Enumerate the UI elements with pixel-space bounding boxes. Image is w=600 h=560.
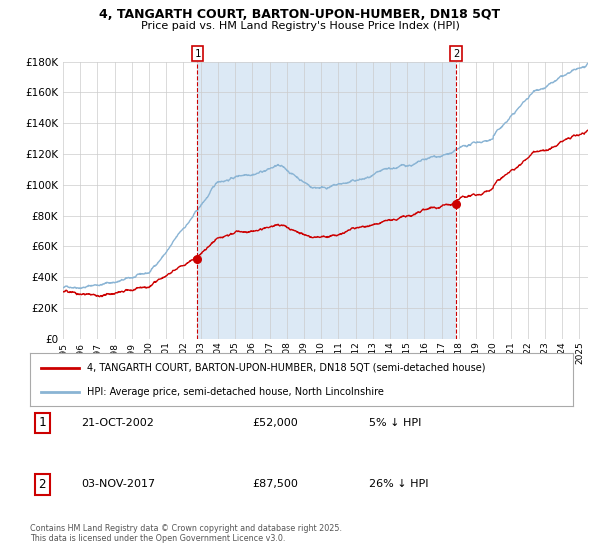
Text: 2: 2 [453, 49, 459, 59]
Text: Contains HM Land Registry data © Crown copyright and database right 2025.
This d: Contains HM Land Registry data © Crown c… [30, 524, 342, 543]
Text: Price paid vs. HM Land Registry's House Price Index (HPI): Price paid vs. HM Land Registry's House … [140, 21, 460, 31]
Text: £52,000: £52,000 [252, 418, 298, 428]
Text: 26% ↓ HPI: 26% ↓ HPI [369, 479, 428, 489]
Text: 5% ↓ HPI: 5% ↓ HPI [369, 418, 421, 428]
Point [451, 199, 461, 208]
Text: 4, TANGARTH COURT, BARTON-UPON-HUMBER, DN18 5QT (semi-detached house): 4, TANGARTH COURT, BARTON-UPON-HUMBER, D… [87, 363, 485, 373]
Text: 1: 1 [38, 416, 46, 430]
Text: 1: 1 [194, 49, 200, 59]
Point [193, 254, 202, 263]
Text: 21-OCT-2002: 21-OCT-2002 [81, 418, 154, 428]
Text: 2: 2 [38, 478, 46, 491]
Text: HPI: Average price, semi-detached house, North Lincolnshire: HPI: Average price, semi-detached house,… [87, 387, 384, 397]
Text: 03-NOV-2017: 03-NOV-2017 [81, 479, 155, 489]
Text: 4, TANGARTH COURT, BARTON-UPON-HUMBER, DN18 5QT: 4, TANGARTH COURT, BARTON-UPON-HUMBER, D… [100, 8, 500, 21]
Text: £87,500: £87,500 [252, 479, 298, 489]
Bar [197, 62, 456, 339]
